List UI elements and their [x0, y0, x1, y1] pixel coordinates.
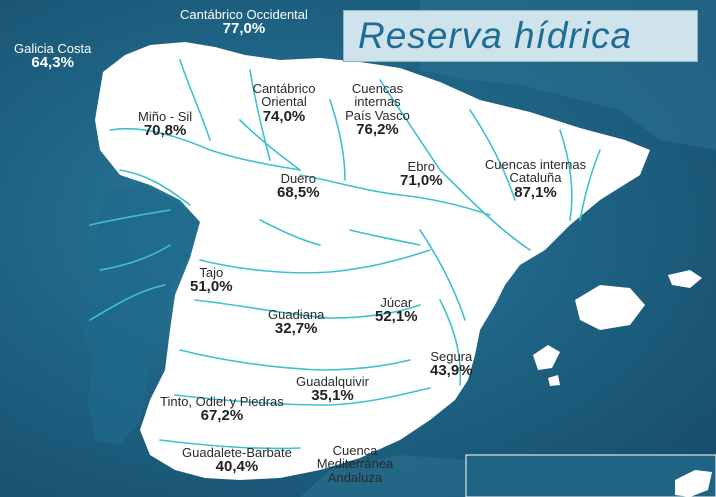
canary-inset — [465, 454, 716, 497]
basin-name: Guadalete-Barbate — [182, 445, 292, 460]
map-title: Reserva hídrica — [358, 15, 633, 56]
basin-name: Cuencas internas Cataluña — [484, 157, 587, 186]
canary-island — [675, 470, 712, 497]
label-guadalete-barbate: Guadalete-Barbate 40,4% — [182, 446, 292, 475]
basin-name: Cantábrico Occidental — [180, 7, 308, 22]
basin-name: Galicia Costa — [14, 41, 92, 56]
basin-value: 32,7% — [274, 320, 318, 338]
basin-name: Júcar — [380, 295, 413, 310]
label-jucar: Júcar 52,1% — [375, 296, 418, 325]
basin-name: Ebro — [407, 159, 435, 174]
label-guadalquivir: Guadalquivir 35,1% — [296, 375, 369, 404]
spain-landmass — [95, 42, 650, 480]
label-guadiana: Guadiana 32,7% — [268, 308, 324, 337]
label-tajo: Tajo 51,0% — [190, 266, 233, 295]
basin-name: Guadiana — [268, 307, 325, 322]
label-tinto-odiel-piedras: Tinto, Odiel y Piedras 67,2% — [160, 395, 284, 424]
label-cuencas-cataluna: Cuencas internas Cataluña 87,1% — [478, 158, 593, 200]
basin-name: Cuenca Mediterránea Andaluza — [316, 443, 394, 485]
label-mino-sil: Miño - Sil 70,8% — [138, 110, 192, 139]
rivers — [89, 59, 601, 450]
label-duero: Duero 68,5% — [277, 172, 320, 201]
basin-value: 74,0% — [262, 107, 306, 125]
label-cuencas-pais-vasco: Cuencas internas País Vasco 76,2% — [345, 82, 410, 137]
formentera-island — [548, 375, 560, 386]
basin-value: 51,0% — [190, 278, 233, 296]
basin-value: 68,5% — [277, 184, 320, 202]
basin-name: Cantábrico Oriental — [252, 81, 316, 110]
basin-value: 43,9% — [430, 362, 473, 380]
basin-name: Guadalquivir — [296, 374, 369, 389]
ibiza-island — [533, 345, 560, 370]
basin-value: 67,2% — [200, 407, 244, 425]
basin-value: 87,1% — [514, 183, 557, 201]
basin-value: 64,3% — [31, 54, 74, 72]
basin-value: 52,1% — [375, 308, 418, 326]
basin-name: Miño - Sil — [138, 109, 193, 124]
basin-value: 77,0% — [222, 20, 266, 38]
basin-value: 71,0% — [400, 172, 443, 190]
label-cantabrico-occidental: Cantábrico Occidental 77,0% — [180, 8, 308, 37]
label-galicia-costa: Galicia Costa 64,3% — [14, 42, 91, 71]
menorca-island — [668, 270, 702, 288]
mallorca-island — [575, 285, 645, 330]
basin-value: 76,2% — [356, 120, 399, 138]
label-cuenca-mediterranea-andaluza: Cuenca Mediterránea Andaluza — [305, 444, 405, 484]
title-box: Reserva hídrica — [343, 10, 698, 62]
basin-name: Tajo — [199, 265, 224, 280]
basin-name: Segura — [430, 349, 473, 364]
basin-name: Duero — [280, 171, 316, 186]
basin-value: 70,8% — [143, 122, 187, 140]
basin-name: Tinto, Odiel y Piedras — [160, 394, 284, 409]
basin-value: 40,4% — [215, 458, 259, 476]
basin-name: Cuencas internas País Vasco — [345, 81, 410, 123]
portugal-landmass — [80, 185, 200, 445]
label-ebro: Ebro 71,0% — [400, 160, 443, 189]
basin-value: 35,1% — [311, 387, 354, 405]
label-cantabrico-oriental: Cantábrico Oriental 74,0% — [246, 82, 322, 124]
label-segura: Segura 43,9% — [430, 350, 473, 379]
